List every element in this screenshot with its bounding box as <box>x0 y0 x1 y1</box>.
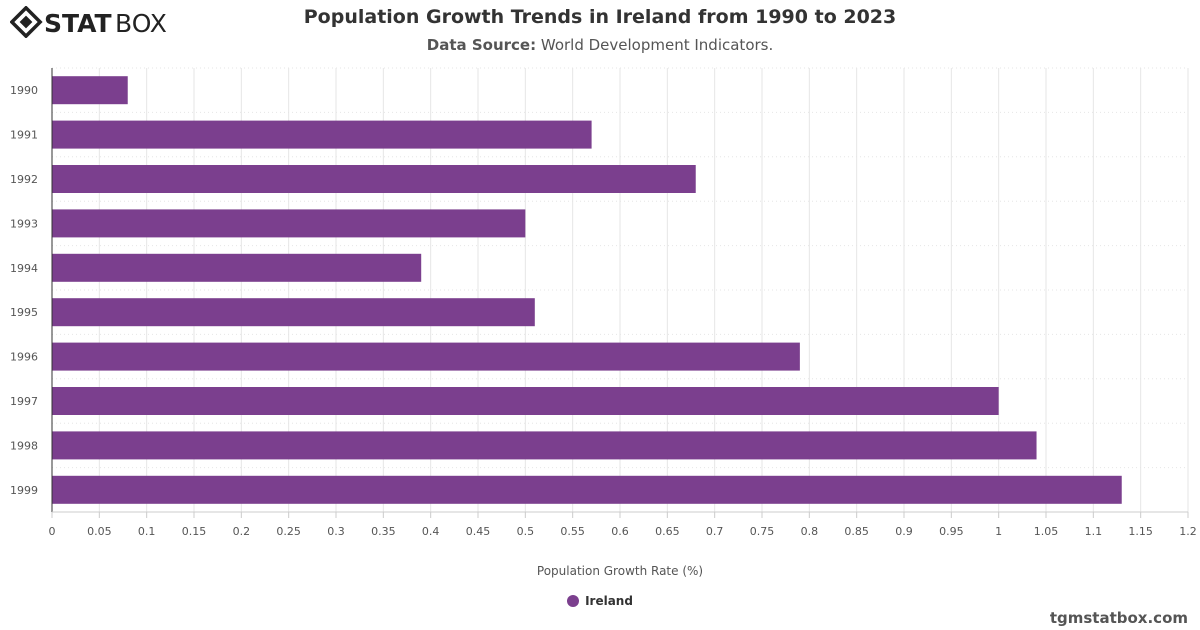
x-tick-label: 0.7 <box>706 525 724 538</box>
x-tick-label: 0.05 <box>87 525 112 538</box>
y-tick-label: 1992 <box>10 173 38 186</box>
statbox-logo: STAT BOX <box>9 5 180 42</box>
y-tick-label: 1993 <box>10 217 38 230</box>
x-tick-label: 1.15 <box>1128 525 1153 538</box>
x-tick-label: 0.5 <box>517 525 535 538</box>
bar-1995 <box>52 298 535 327</box>
x-tick-label: 0.35 <box>371 525 396 538</box>
bar-1990 <box>52 76 128 105</box>
svg-text:STAT: STAT <box>44 9 112 38</box>
source-value: World Development Indicators. <box>540 36 774 54</box>
x-tick-label: 0.9 <box>895 525 913 538</box>
y-tick-label: 1997 <box>10 395 38 408</box>
x-tick-label: 0.2 <box>233 525 251 538</box>
x-tick-label: 0.4 <box>422 525 440 538</box>
chart-subtitle: Data Source: World Development Indicator… <box>0 36 1200 54</box>
x-tick-label: 1.05 <box>1034 525 1059 538</box>
x-tick-label: 1 <box>995 525 1002 538</box>
chart-title: Population Growth Trends in Ireland from… <box>303 6 897 28</box>
legend-marker-icon <box>567 595 580 607</box>
x-tick-label: 0.25 <box>276 525 301 538</box>
x-tick-label: 0.75 <box>750 525 775 538</box>
legend-label: Ireland <box>585 594 633 608</box>
site-credit: tgmstatbox.com <box>1049 609 1188 627</box>
x-tick-label: 0.65 <box>655 525 680 538</box>
bar-1998 <box>52 431 1037 460</box>
x-tick-label: 0.1 <box>138 525 156 538</box>
bar-1996 <box>52 342 800 371</box>
bar-1992 <box>52 165 696 193</box>
x-tick-label: 1.1 <box>1085 525 1103 538</box>
y-tick-label: 1996 <box>10 351 38 364</box>
y-tick-label: 1991 <box>10 129 38 142</box>
legend[interactable]: Ireland <box>0 594 1200 608</box>
source-label: Data Source: <box>426 36 537 54</box>
x-tick-label: 0.6 <box>611 525 629 538</box>
x-tick-label: 0.95 <box>939 525 964 538</box>
x-tick-label: 0.85 <box>844 525 869 538</box>
x-tick-label: 0.15 <box>182 525 207 538</box>
x-tick-label: 0.3 <box>327 525 345 538</box>
x-tick-label: 0.45 <box>466 525 491 538</box>
bar-1994 <box>52 253 422 282</box>
y-tick-label: 1999 <box>10 484 38 497</box>
bar-1999 <box>52 475 1122 504</box>
y-tick-label: 1990 <box>10 84 38 97</box>
x-axis-title: Population Growth Rate (%) <box>537 564 703 578</box>
x-tick-label: 0.55 <box>560 525 585 538</box>
bar-1991 <box>52 120 592 149</box>
y-tick-label: 1998 <box>10 439 38 452</box>
y-tick-label: 1994 <box>10 262 38 275</box>
bar-1993 <box>52 209 526 238</box>
svg-text:BOX: BOX <box>115 9 167 38</box>
x-tick-label: 1.2 <box>1179 525 1197 538</box>
y-tick-label: 1995 <box>10 306 38 319</box>
x-tick-label: 0 <box>49 525 56 538</box>
bar-1997 <box>52 387 999 415</box>
x-tick-label: 0.8 <box>801 525 819 538</box>
